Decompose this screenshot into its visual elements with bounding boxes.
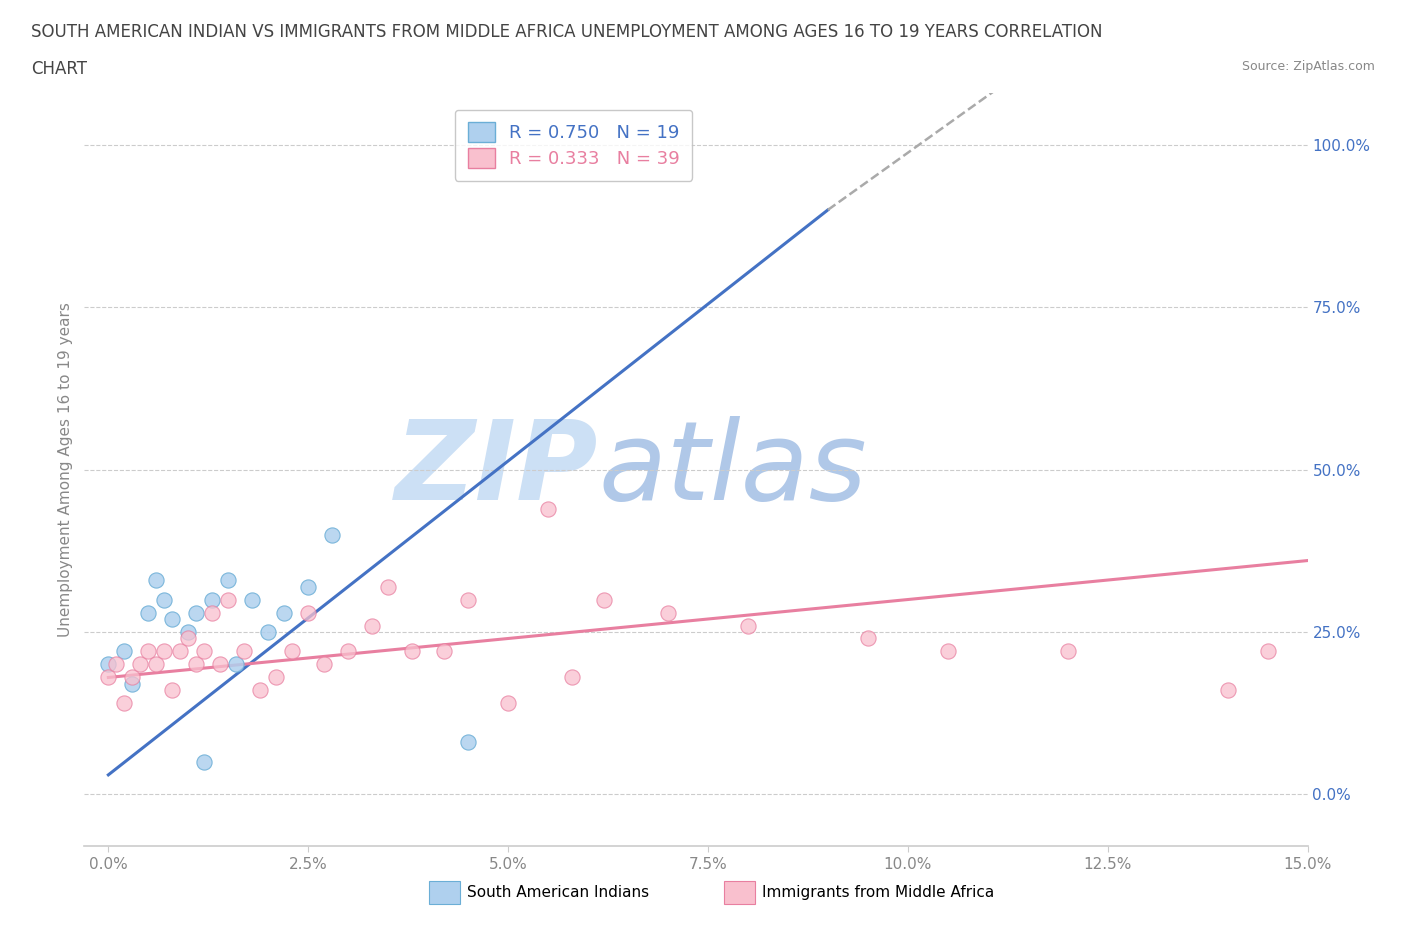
Point [433,644,456,659]
Text: Immigrants from Middle Africa: Immigrants from Middle Africa [762,884,994,900]
Point [936,644,959,659]
Text: ZIP: ZIP [395,416,598,524]
Point [1257,644,1279,659]
Point [257,625,280,640]
Point [297,605,319,620]
Point [217,573,239,588]
Point [169,644,191,659]
Point [856,631,879,646]
Point [129,657,152,671]
Point [136,644,159,659]
Text: Source: ZipAtlas.com: Source: ZipAtlas.com [1241,60,1375,73]
Point [162,612,184,627]
Point [457,735,479,750]
Point [657,605,679,620]
Point [240,592,263,607]
Point [1216,683,1239,698]
Point [217,592,239,607]
Point [361,618,384,633]
Point [297,579,319,594]
Text: CHART: CHART [31,60,87,78]
Point [496,696,519,711]
Point [201,605,224,620]
Point [561,670,583,684]
Point [209,657,232,671]
Point [225,657,247,671]
Point [186,605,208,620]
Point [281,644,304,659]
Point [264,670,287,684]
Point [145,657,167,671]
Point [321,527,343,542]
Point [177,631,200,646]
Point [201,592,224,607]
Point [153,644,176,659]
Point [593,592,616,607]
Point [193,644,215,659]
Point [337,644,360,659]
Point [177,625,200,640]
Y-axis label: Unemployment Among Ages 16 to 19 years: Unemployment Among Ages 16 to 19 years [58,302,73,637]
Point [112,696,135,711]
Text: SOUTH AMERICAN INDIAN VS IMMIGRANTS FROM MIDDLE AFRICA UNEMPLOYMENT AMONG AGES 1: SOUTH AMERICAN INDIAN VS IMMIGRANTS FROM… [31,23,1102,41]
Point [112,644,135,659]
Point [193,754,215,769]
Text: atlas: atlas [598,416,866,524]
Point [145,573,167,588]
Point [121,676,143,691]
Point [377,579,399,594]
Point [97,670,120,684]
Point [249,683,271,698]
Point [186,657,208,671]
Point [537,501,560,516]
Point [273,605,295,620]
Point [314,657,336,671]
Point [1056,644,1078,659]
Point [136,605,159,620]
Point [121,670,143,684]
Point [162,683,184,698]
Point [97,657,120,671]
Point [737,618,759,633]
Point [457,592,479,607]
Legend: R = 0.750   N = 19, R = 0.333   N = 39: R = 0.750 N = 19, R = 0.333 N = 39 [456,110,692,181]
Point [233,644,256,659]
Point [401,644,423,659]
Point [153,592,176,607]
Point [105,657,128,671]
Text: South American Indians: South American Indians [467,884,650,900]
